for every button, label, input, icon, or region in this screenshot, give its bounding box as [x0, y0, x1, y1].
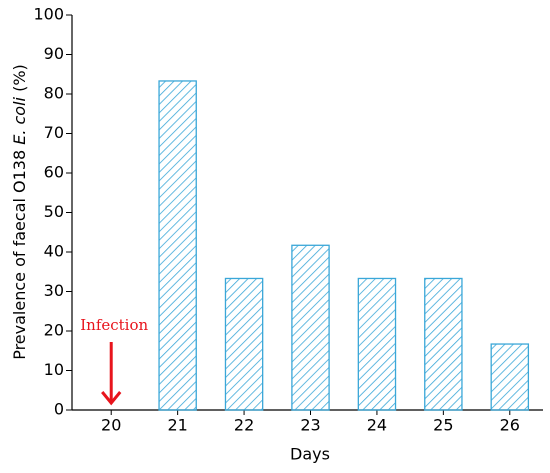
y-tick-label: 0 — [54, 400, 64, 419]
x-axis-label: Days — [290, 445, 330, 464]
x-tick-label: 22 — [234, 416, 254, 435]
x-tick-label: 23 — [300, 416, 320, 435]
annotation: Infection — [80, 316, 148, 334]
y-tick-label: 40 — [44, 242, 64, 261]
bar — [490, 343, 530, 411]
y-tick-label: 80 — [44, 84, 64, 103]
x-tick-label: 26 — [500, 416, 520, 435]
y-axis-label: Prevalence of faecal O138 E. coli (%) — [10, 64, 29, 360]
x-tick-label: 21 — [167, 416, 187, 435]
bar — [158, 80, 197, 411]
bar — [357, 277, 397, 411]
bar — [291, 244, 330, 411]
bar — [424, 277, 463, 411]
y-tick-label: 50 — [44, 202, 64, 221]
y-tick-label: 70 — [44, 123, 64, 142]
y-tick-label: 20 — [44, 321, 64, 340]
x-tick-label: 24 — [367, 416, 387, 435]
y-tick-label: 60 — [44, 163, 64, 182]
y-tick-label: 100 — [33, 5, 64, 24]
bar — [224, 277, 264, 411]
y-tick-label: 10 — [44, 360, 64, 379]
x-tick-label: 20 — [101, 416, 121, 435]
x-tick-label: 25 — [433, 416, 453, 435]
y-tick-label: 30 — [44, 281, 64, 300]
annotation-arrowhead — [101, 391, 122, 406]
y-tick-label: 90 — [44, 44, 64, 63]
